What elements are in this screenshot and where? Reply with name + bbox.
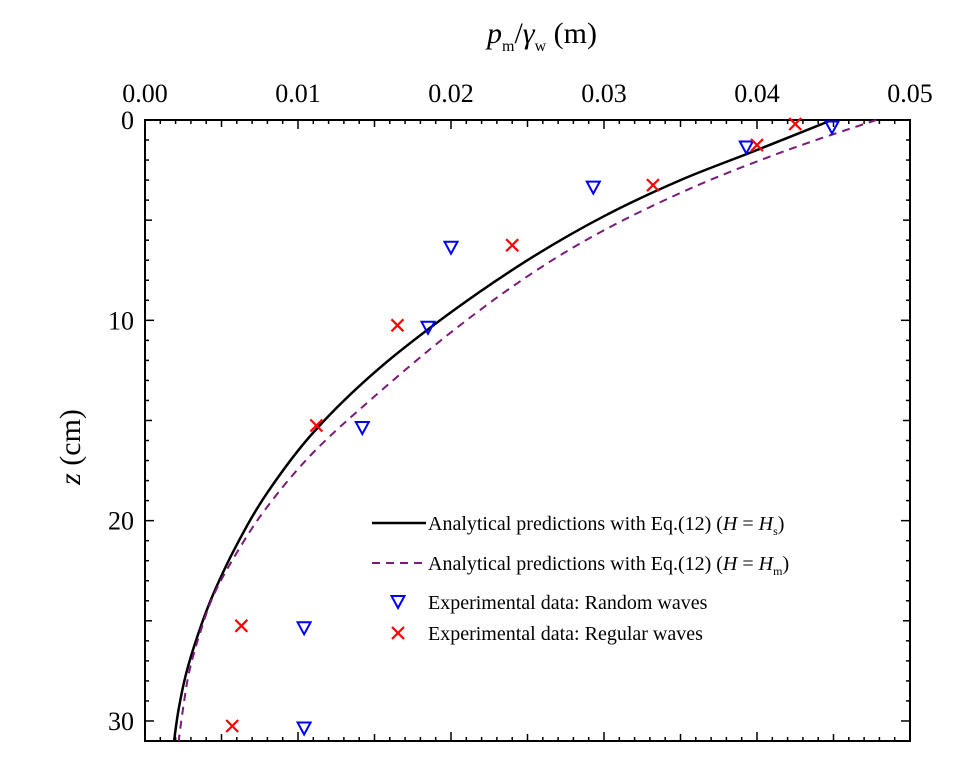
series-line-hs [172,118,833,742]
regular-wave-point [750,138,764,152]
regular-wave-point [390,318,405,333]
legend-marker-triangle [389,595,407,611]
plot-border [144,119,911,742]
legend-label-random: Experimental data: Random waves [428,592,708,614]
regular-wave-point [234,619,249,633]
random-wave-point [354,421,371,437]
regular-wave-point [309,418,324,433]
x-tick-label: 0.05 [887,79,933,108]
legend-label-hs: Analytical predictions with Eq.(12) (H =… [428,513,784,538]
x-tick-label: 0.03 [581,79,627,108]
y-tick-label: 0 [121,106,134,135]
x-tick-label: 0.00 [122,79,168,108]
legend-label-hm: Analytical predictions with Eq.(12) (H =… [428,553,789,578]
legend: Analytical predictions with Eq.(12) (H =… [372,513,789,645]
markers [225,117,841,737]
x-axis-title: pm/γw (m) [485,17,597,55]
regular-wave-point [788,117,803,131]
random-wave-point [419,320,437,336]
random-wave-point [585,180,602,196]
x-tick-label: 0.02 [428,79,474,108]
legend-label-regular: Experimental data: Regular waves [428,623,703,645]
y-tick-label: 30 [108,707,134,736]
regular-wave-point [646,178,660,192]
random-wave-point [823,120,841,136]
y-tick-label: 20 [108,507,134,536]
series-line-hm [177,119,877,742]
random-wave-point [295,621,313,637]
legend-marker-x [391,626,405,640]
plot-frame: 0.00 0.01 0.02 0.03 0.04 0.05 0 10 20 30 [108,79,933,742]
x-tick-label: 0.04 [734,79,780,108]
curves [172,118,877,742]
random-wave-point [442,240,460,256]
random-wave-point [738,140,755,156]
random-wave-point [295,721,313,737]
x-tick-label: 0.01 [275,79,321,108]
y-axis-title: z (cm) [54,409,87,486]
y-tick-label: 10 [108,306,134,335]
regular-wave-point [225,719,239,733]
regular-wave-point [505,238,519,252]
